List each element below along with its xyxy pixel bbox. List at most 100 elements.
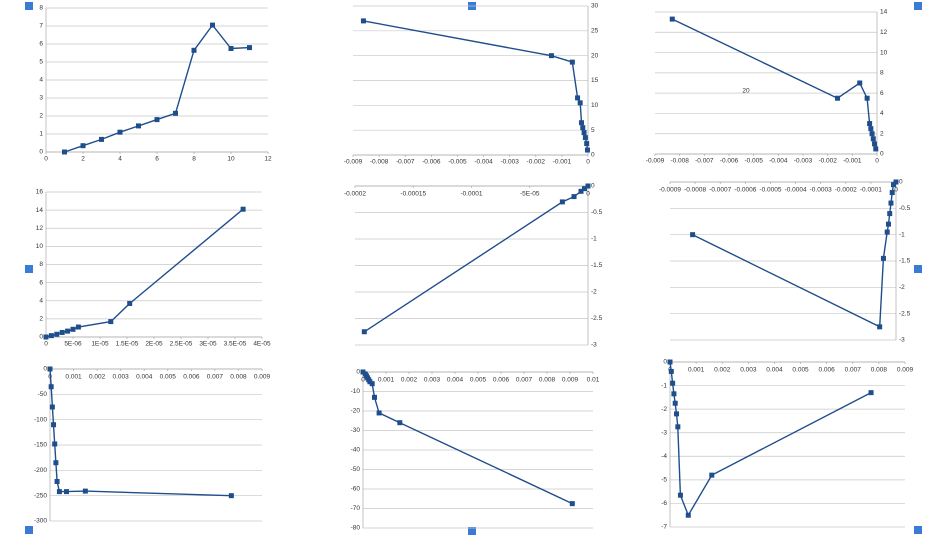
chart-icon[interactable] (25, 2, 33, 10)
x-tick-label: 0.006 (183, 374, 200, 381)
x-tick-label: 0 (586, 191, 590, 198)
x-tick-label: 8 (192, 156, 196, 163)
y-tick-label: 3 (39, 95, 43, 102)
x-tick-label: 0 (44, 156, 48, 163)
x-tick-label: 0.008 (539, 377, 556, 384)
data-point (80, 143, 86, 149)
x-tick-label: 0 (894, 187, 898, 194)
data-point (360, 18, 366, 24)
y-tick-label: 6 (39, 279, 43, 286)
data-point (685, 512, 691, 518)
series-line (45, 208, 244, 338)
y-tick-label: 7 (39, 23, 43, 30)
x-tick-label: 0.007 (845, 367, 862, 374)
x-tick-label: 3E-05 (199, 341, 217, 348)
y-tick-label: -30 (351, 427, 361, 434)
y-tick-label: -0.5 (591, 209, 603, 216)
y-tick-label: -1.5 (899, 258, 911, 265)
chart-icon[interactable] (25, 265, 33, 273)
y-tick-label: 15 (591, 77, 599, 84)
y-tick-label: -200 (34, 467, 47, 474)
data-point (51, 422, 57, 428)
y-tick-label: 2 (880, 130, 884, 137)
data-point (56, 489, 62, 495)
x-tick-label: -0.001 (843, 158, 862, 165)
y-tick-label: 14 (36, 207, 44, 214)
y-tick-label: -1.5 (591, 262, 603, 269)
data-point (571, 194, 577, 200)
x-tick-label: 0.008 (871, 367, 888, 374)
y-tick-label: -2.5 (591, 315, 603, 322)
chart-icon[interactable] (914, 265, 922, 273)
data-point (868, 390, 874, 396)
data-point (674, 411, 680, 417)
data-point (54, 331, 60, 337)
x-tick-label: -0.0005 (759, 187, 781, 194)
data-point (580, 125, 586, 131)
data-point (59, 329, 65, 335)
chart-icon[interactable] (914, 526, 922, 534)
data-point (108, 319, 114, 325)
data-point (889, 190, 895, 196)
data-point (584, 147, 590, 153)
data-point (884, 229, 890, 235)
data-point (569, 59, 575, 65)
y-tick-label: -7 (661, 524, 667, 531)
data-point (247, 45, 252, 51)
data-point (53, 460, 59, 466)
x-tick-label: 0.007 (207, 374, 224, 381)
y-tick-label: 2 (39, 316, 43, 323)
y-tick-label: 2 (39, 113, 43, 120)
data-point (670, 380, 676, 386)
y-tick-label: -20 (351, 408, 361, 415)
y-tick-label: -40 (351, 447, 361, 454)
y-tick-label: 6 (39, 41, 43, 48)
data-point (63, 489, 69, 495)
data-point (578, 120, 584, 126)
y-tick-label: -2 (591, 289, 597, 296)
x-tick-label: 4E-05 (253, 341, 271, 348)
y-tick-label: 8 (39, 5, 43, 12)
y-tick-label: 20 (591, 52, 599, 59)
data-point (376, 410, 382, 416)
x-tick-label: -0.003 (500, 159, 519, 166)
y-tick-label: -3 (661, 429, 667, 436)
x-tick-label: 0.009 (254, 374, 271, 381)
y-tick-label: -2 (661, 406, 667, 413)
data-point (70, 326, 76, 332)
x-tick-label: 0.004 (136, 374, 153, 381)
x-tick-label: -0.004 (474, 159, 493, 166)
data-point (52, 441, 58, 447)
data-point (584, 141, 590, 147)
data-point (667, 359, 673, 365)
chart-icon[interactable] (468, 527, 476, 535)
chart-icon[interactable] (914, 2, 922, 10)
x-tick-label: 0.008 (230, 374, 247, 381)
data-point (228, 46, 234, 51)
x-tick-label: -0.002 (818, 158, 837, 165)
y-tick-label: -300 (34, 518, 47, 525)
x-tick-label: 0 (44, 341, 48, 348)
y-tick-label: 10 (591, 102, 599, 109)
data-point (888, 200, 894, 206)
x-tick-label: -0.0001 (860, 187, 882, 194)
series-line (692, 181, 897, 328)
chart-icon[interactable] (25, 526, 33, 534)
x-tick-label: 0.001 (65, 374, 82, 381)
y-tick-label: 8 (880, 70, 884, 77)
x-tick-label: 0.003 (113, 374, 130, 381)
x-tick-label: -0.0008 (684, 187, 706, 194)
data-point (690, 232, 696, 238)
y-tick-label: 0 (899, 179, 903, 186)
y-tick-label: 0 (356, 369, 360, 376)
x-tick-label: 1E-05 (91, 341, 109, 348)
y-tick-label: 16 (36, 189, 44, 196)
x-tick-label: 0.007 (516, 377, 533, 384)
x-tick-label: -0.002 (527, 159, 546, 166)
data-point (369, 381, 375, 387)
data-point (672, 400, 678, 406)
data-point (43, 334, 49, 340)
x-tick-label: 0.001 (688, 367, 705, 374)
data-point (559, 199, 565, 205)
data-point (62, 149, 67, 155)
